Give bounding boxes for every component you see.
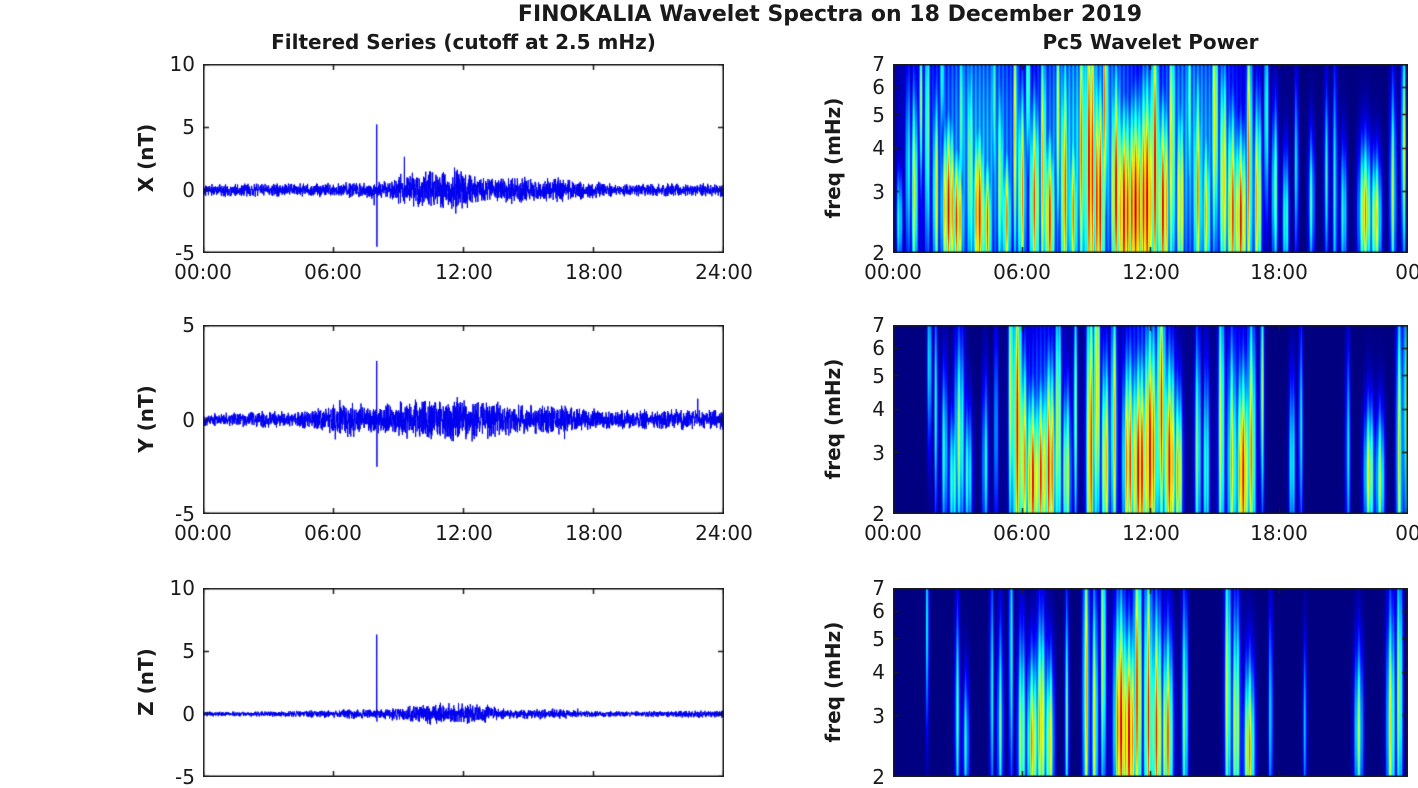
x-tick-label: 24:00 bbox=[695, 521, 753, 545]
y-tick-label: 6 bbox=[872, 75, 885, 99]
x-tick-label: 18:00 bbox=[565, 260, 623, 284]
timeseries-z-plot-canvas bbox=[203, 588, 724, 777]
y-tick-label: 2 bbox=[872, 765, 885, 788]
y-tick-label: 5 bbox=[182, 639, 195, 663]
y-tick-label: 10 bbox=[169, 52, 195, 76]
wavelet-power-x-canvas bbox=[893, 64, 1408, 253]
y-tick-label: 6 bbox=[872, 599, 885, 623]
y-tick-label: 4 bbox=[872, 397, 885, 421]
wavelet-power-y-canvas bbox=[893, 325, 1408, 514]
x-tick-label: 12:00 bbox=[1122, 521, 1180, 545]
y-tick-label: 10 bbox=[169, 576, 195, 600]
timeseries-y-plot-canvas bbox=[203, 325, 724, 514]
y-tick-label: 4 bbox=[872, 660, 885, 684]
x-tick-label: 18:00 bbox=[1250, 521, 1308, 545]
y-tick-label: 0 bbox=[182, 702, 195, 726]
y-tick-label: 2 bbox=[872, 502, 885, 526]
x-tick-label: 00:00 bbox=[864, 260, 922, 284]
x-tick-label: 06:00 bbox=[304, 521, 362, 545]
y-tick-label: 5 bbox=[182, 115, 195, 139]
y-tick-label: -5 bbox=[175, 502, 195, 526]
x-tick-label: 06:00 bbox=[993, 260, 1051, 284]
x-tick-label: 00:00 bbox=[864, 521, 922, 545]
x-tick-label: 24:00 bbox=[695, 260, 753, 284]
x-tick-label: 00:00 bbox=[174, 521, 232, 545]
x-tick-label: 18:00 bbox=[565, 521, 623, 545]
timeseries-x-plot-canvas bbox=[203, 64, 724, 253]
y-tick-label: 5 bbox=[872, 103, 885, 127]
y-tick-label: 6 bbox=[872, 336, 885, 360]
x-tick-label: 18:00 bbox=[1250, 260, 1308, 284]
right-column-title: Pc5 Wavelet Power bbox=[1042, 30, 1259, 54]
y-tick-label: 5 bbox=[872, 627, 885, 651]
y-tick-label: 4 bbox=[872, 136, 885, 160]
y-tick-label: 3 bbox=[872, 180, 885, 204]
y-tick-label: 3 bbox=[872, 441, 885, 465]
y-tick-label: 3 bbox=[872, 704, 885, 728]
x-tick-label: 12:00 bbox=[435, 521, 493, 545]
left-column-title: Filtered Series (cutoff at 2.5 mHz) bbox=[271, 30, 656, 54]
x-tick-label: 06:00 bbox=[304, 260, 362, 284]
y-tick-label: -5 bbox=[175, 241, 195, 265]
figure-title: FINOKALIA Wavelet Spectra on 18 December… bbox=[517, 2, 1143, 27]
y-tick-label: -5 bbox=[175, 765, 195, 788]
x-tick-label: 06:00 bbox=[993, 521, 1051, 545]
x-tick-label: 12:00 bbox=[435, 260, 493, 284]
y-tick-label: 0 bbox=[182, 178, 195, 202]
y-tick-label: 7 bbox=[872, 313, 885, 337]
x-tick-label: 00 bbox=[1395, 260, 1418, 284]
wavelet-power-z-canvas bbox=[893, 588, 1408, 777]
y-tick-label: 0 bbox=[182, 408, 195, 432]
y-tick-label: 5 bbox=[182, 313, 195, 337]
x-tick-label: 12:00 bbox=[1122, 260, 1180, 284]
x-tick-label: 00:00 bbox=[174, 260, 232, 284]
x-tick-label: 00 bbox=[1395, 521, 1418, 545]
y-tick-label: 7 bbox=[872, 52, 885, 76]
y-tick-label: 2 bbox=[872, 241, 885, 265]
y-tick-label: 5 bbox=[872, 364, 885, 388]
y-tick-label: 7 bbox=[872, 576, 885, 600]
